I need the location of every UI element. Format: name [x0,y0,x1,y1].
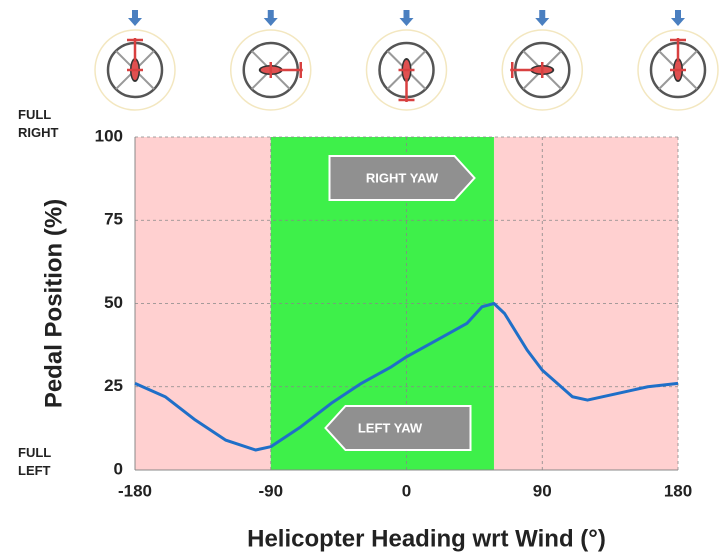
x-tick-label: -90 [258,481,283,500]
x-axis-title: Helicopter Heading wrt Wind (°) [247,525,606,552]
wind-arrow [264,10,278,26]
helicopter-icon [95,10,175,110]
y-tick-label: 0 [114,459,123,478]
y-tick-label: 50 [104,293,123,312]
full-right-label: FULL RIGHT [18,106,68,142]
full-left-label: FULL LEFT [18,444,68,480]
helicopter-icon [231,10,311,110]
y-tick-label: 100 [95,126,123,145]
yaw-label: LEFT YAW [358,420,423,435]
x-tick-label: 90 [533,481,552,500]
y-axis-title: Pedal Position (%) [40,199,67,408]
chart-svg: 0 25 50 75 100 -180 -90 0 90 180 RIGHT YAW LEFT YAW… [0,0,722,558]
helicopter-icon [502,10,582,110]
wind-arrow [535,10,549,26]
x-tick-label: 180 [664,481,692,500]
wind-arrow [400,10,414,26]
y-tick-label: 75 [104,210,123,229]
chart: 0 25 50 75 100 -180 -90 0 90 180 RIGHT YAW LEFT YAW… [0,0,722,558]
y-tick-label: 25 [104,376,123,395]
wind-arrow [128,10,142,26]
wind-arrow [671,10,685,26]
x-tick-label: -180 [118,481,152,500]
x-tick-label: 0 [402,481,411,500]
helicopter-icon [638,10,718,110]
yaw-label: RIGHT YAW [366,170,439,185]
helicopter-icon [367,10,447,110]
